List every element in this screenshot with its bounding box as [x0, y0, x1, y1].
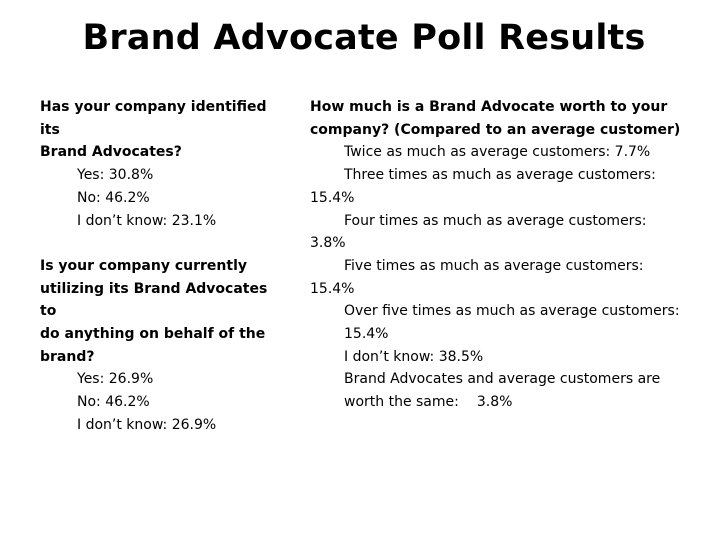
- answer-three-times: Three times as much as average customers…: [344, 167, 656, 184]
- slide-title: Brand Advocate Poll Results: [82, 18, 646, 58]
- answer-four-times-value: 3.8%: [310, 235, 346, 252]
- answer-same: Brand Advocates and average customers ar…: [344, 371, 661, 388]
- right-column: How much is a Brand Advocate worth to yo…: [310, 96, 700, 414]
- question-line: do anything on behalf of the: [40, 326, 266, 343]
- question-line: Is your company currently: [40, 257, 247, 274]
- answer-yes: Yes: 26.9%: [77, 371, 154, 388]
- answer-twice: Twice as much as average customers: 7.7%: [344, 144, 651, 161]
- question-line: utilizing its Brand Advocates to: [40, 280, 268, 320]
- question-worth: How much is a Brand Advocate worth to yo…: [310, 96, 700, 141]
- question-line: How much is a Brand Advocate worth to yo…: [310, 99, 668, 115]
- answer-three-times-value: 15.4%: [310, 189, 355, 206]
- answer-same-line2: worth the same: 3.8%: [310, 391, 700, 414]
- answer-over-five: Over five times as much as average custo…: [344, 303, 680, 320]
- answer-four-times: Four times as much as average customers:: [344, 212, 647, 229]
- answer-over-five-value: 15.4%: [344, 326, 389, 343]
- answer-five-times-value: 15.4%: [310, 280, 355, 297]
- answer-no: No: 46.2%: [77, 189, 150, 206]
- answer-dont-know: I don’t know: 26.9%: [77, 416, 217, 433]
- answer-yes: Yes: 30.8%: [77, 167, 154, 184]
- question-line: company? (Compared to an average custome…: [310, 121, 681, 138]
- question-identified: Has your company identified its Brand Ad…: [40, 96, 286, 164]
- question-line: Brand Advocates?: [40, 144, 182, 161]
- question-line: Has your company identified its: [40, 99, 267, 138]
- answer-dont-know: I don’t know: 38.5%: [344, 348, 484, 365]
- spacer: [40, 232, 286, 255]
- answer-same-text: worth the same:: [344, 394, 459, 411]
- left-column: Has your company identified its Brand Ad…: [40, 96, 286, 437]
- question-utilizing: Is your company currently utilizing its …: [40, 255, 286, 369]
- answer-dont-know: I don’t know: 23.1%: [77, 212, 217, 229]
- answer-no: No: 46.2%: [77, 394, 150, 411]
- answer-same-value: 3.8%: [476, 394, 513, 411]
- answer-five-times: Five times as much as average customers:: [344, 257, 644, 274]
- question-line: brand?: [40, 348, 95, 365]
